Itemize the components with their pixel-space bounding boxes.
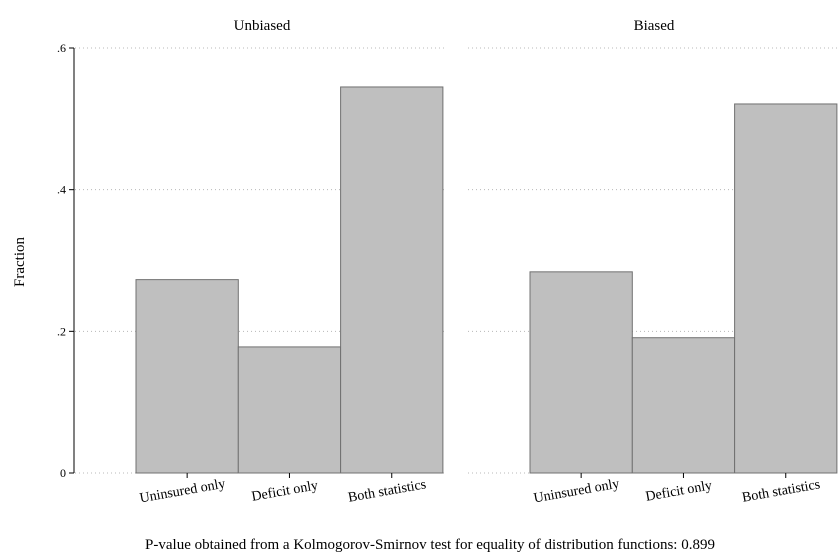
y-tick-label: .2 — [57, 324, 66, 338]
y-axis: 0 .2 .4 .6 — [57, 41, 75, 480]
x-tick-label: Deficit only — [644, 478, 713, 504]
bar-uninsured-only — [135, 279, 239, 474]
x-tick-label: Both statistics — [347, 477, 427, 505]
bar-deficit-only — [237, 346, 342, 474]
y-axis-label: Fraction — [12, 237, 28, 287]
y-tick-label: 0 — [60, 466, 66, 480]
x-tick-label: Both statistics — [741, 477, 821, 505]
panel-title: Unbiased — [234, 18, 291, 34]
x-tick-label: Deficit only — [250, 478, 319, 504]
panel-title: Biased — [634, 18, 675, 34]
y-tick-label: .6 — [57, 41, 66, 55]
y-tick-label: .4 — [57, 183, 66, 197]
bar-deficit-only — [631, 337, 736, 474]
panels: Unbiased Uninsured only Deficit only Both s… — [75, 18, 839, 506]
bar-uninsured-only — [529, 271, 633, 474]
x-tick-label: Uninsured only — [139, 477, 227, 507]
x-tick-label: Uninsured only — [533, 477, 621, 507]
bar-both-statistics — [340, 86, 444, 474]
panel-biased: Biased Uninsured only Deficit only Both sta… — [468, 18, 839, 506]
footnote-note: P-value obtained from a Kolmogorov-Smirn… — [145, 537, 715, 553]
panel-unbiased: Unbiased Uninsured only Deficit only Both s… — [75, 18, 445, 506]
bar-both-statistics — [734, 103, 838, 474]
